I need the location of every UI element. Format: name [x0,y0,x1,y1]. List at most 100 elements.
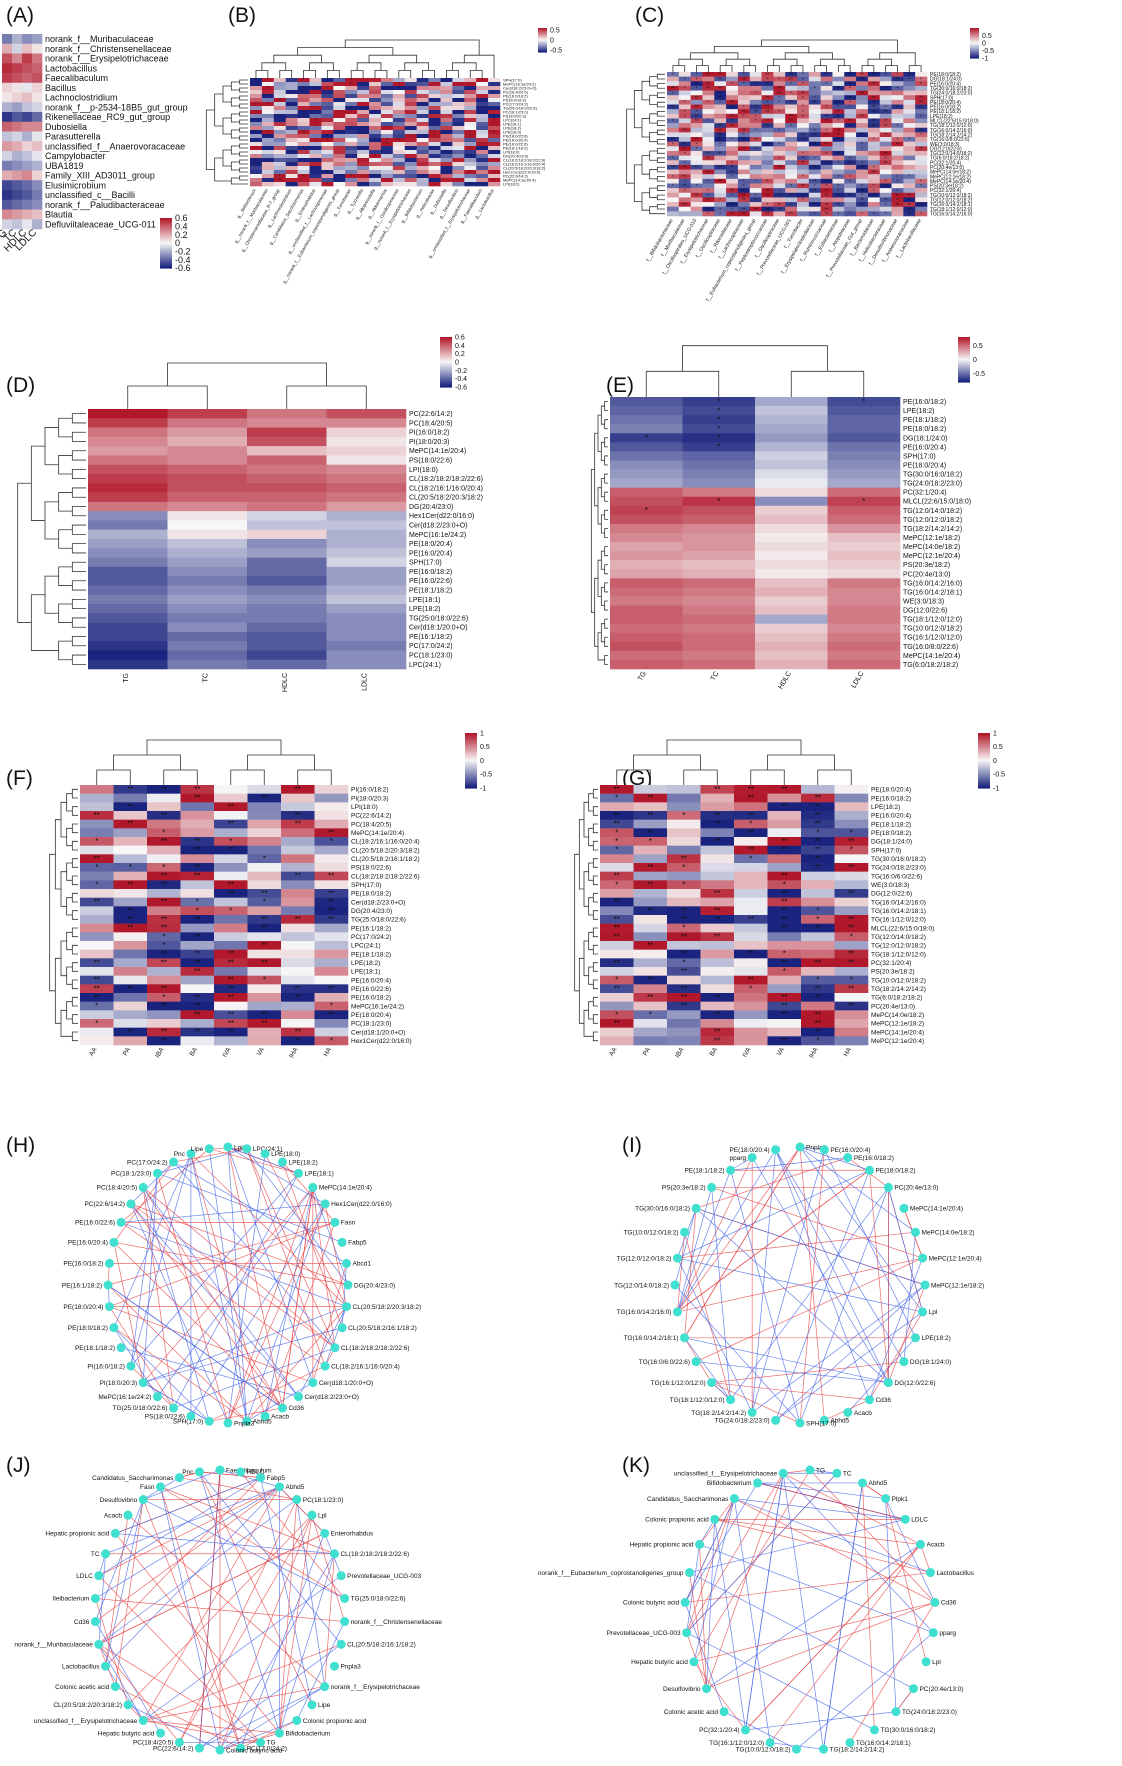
heatmap-cell [214,1010,248,1020]
legend-swatch [465,781,477,784]
significance-mark: ** [742,197,746,202]
legend-swatch [160,254,172,257]
significance-mark: * [422,133,424,138]
heatmap-cell [440,110,453,115]
heatmap-cell [464,122,477,127]
heatmap-cell [820,155,833,161]
heatmap-cell [667,109,680,115]
heatmap-cell [773,127,786,133]
heatmap-cell [476,82,489,87]
significance-mark: ** [789,118,793,123]
legend-swatch [160,264,172,267]
significance-mark: * [481,97,483,102]
heatmap-cell [610,578,683,588]
heatmap-cell [891,188,904,194]
heatmap-cell [903,99,916,105]
significance-mark: ** [742,109,746,114]
heatmap-cell [250,118,263,123]
dendrogram-branch [239,151,248,157]
significance-mark: ** [872,109,876,114]
heatmap-cell [891,160,904,166]
significance-mark: ** [718,76,722,81]
heatmap-cell [273,174,287,179]
heatmap-cell [261,134,275,139]
dendrogram-branch [66,1001,73,1020]
heatmap-e: * ***** *** **PE(16:0/18:2)LPE(18:2)PE(18:1… [590,337,985,691]
network-edge [142,1187,283,1409]
legend-swatch [465,746,477,749]
heatmap-cell [321,126,334,131]
significance-mark: ** [884,86,888,91]
heatmap-cell [820,160,833,166]
heatmap-cell [297,134,310,139]
heatmap-cell [690,123,703,129]
dendrogram-branch [309,62,334,71]
row-label: PC(22:6/14:2) [409,411,453,418]
significance-mark: * [778,100,780,105]
row-label: PC(32:1/20:4) [930,188,961,194]
heatmap-cell [488,82,501,87]
heatmap-cell [250,130,263,135]
heatmap-cell [700,984,735,994]
heatmap-cell [247,819,282,829]
row-label: UBA1819 [45,161,84,171]
network-node [881,1494,891,1504]
heatmap-cell [915,150,928,156]
legend-swatch [465,786,477,789]
heatmap-cell [416,150,429,155]
significance-mark: ** [683,127,687,132]
significance-mark: * [362,129,364,134]
significance-mark: * [696,146,698,151]
heatmap-cell [755,560,828,570]
heatmap-cell [321,110,334,115]
heatmap-cell [915,132,928,138]
significance-mark: ** [94,976,100,985]
heatmap-cell [428,138,441,143]
heatmap-cell [844,132,857,138]
heatmap-cell [867,81,881,87]
heatmap-cell [345,146,358,151]
heatmap-cell [357,78,370,83]
network-edge [869,1170,889,1383]
heatmap-cell [702,85,715,91]
heatmap-cell [297,130,310,135]
heatmap-cell [113,863,148,872]
dendrogram-branch [666,739,802,755]
heatmap-cell [32,73,43,84]
heatmap-cell [808,174,821,180]
dendrogram-branch [167,362,327,386]
network-edge [264,1187,314,1417]
dendrogram-branch [592,1031,598,1042]
panel-label: (A) [6,4,34,27]
heatmap-cell [214,993,248,1002]
network-edge [219,1732,280,1751]
significance-mark: ** [681,854,687,863]
heatmap-cell [820,146,833,152]
heatmap-cell [734,889,768,898]
heatmap-cell [369,82,382,87]
heatmap-cell [261,142,275,147]
heatmap-cell [797,183,810,189]
significance-mark: ** [681,915,687,924]
dendrogram-branch [594,577,598,647]
row-label: LPE(18:2) [930,114,953,120]
heatmap-cell [404,178,417,183]
heatmap-cell [690,76,703,82]
network-node [891,1707,901,1717]
significance-mark: * [790,90,792,95]
network-edge [227,1146,283,1409]
significance-mark: * [649,837,652,846]
network-node [215,1745,225,1755]
panel-label: (J) [6,1454,31,1477]
network-edge [190,1153,266,1417]
heatmap-cell [452,118,465,123]
dendrogram-branch [54,819,61,890]
heatmap-cell [667,871,701,881]
legend-tick: 0.4 [175,221,188,231]
heatmap-cell [88,659,168,670]
heatmap-cell [702,72,715,77]
heatmap-cell [755,433,828,443]
heatmap-cell [856,90,869,96]
significance-mark: * [790,123,792,128]
heatmap-cell [891,202,904,208]
